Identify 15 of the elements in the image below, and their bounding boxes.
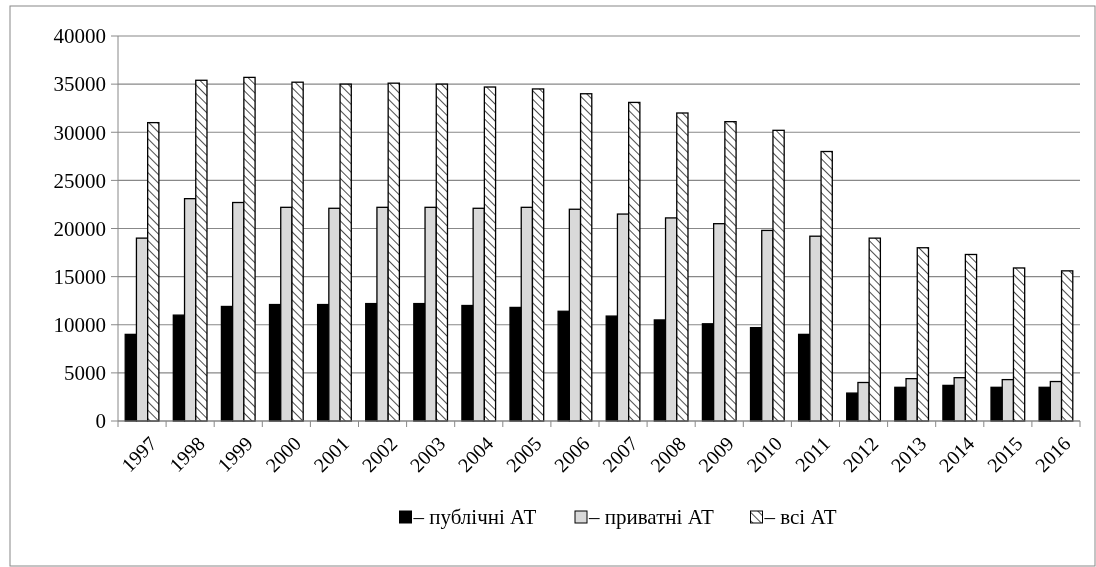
y-tick-label: 20000 [53, 216, 106, 241]
y-tick-label: 10000 [53, 313, 106, 338]
x-tick-label: 2011 [790, 432, 835, 476]
legend-label: – публічні АТ [412, 505, 537, 530]
legend-label: – всі АТ [763, 505, 837, 530]
x-tick-label: 1999 [213, 432, 257, 477]
y-tick-label: 0 [95, 409, 106, 434]
y-tick-label: 15000 [53, 264, 106, 289]
y-tick-label: 30000 [53, 120, 106, 145]
legend-label: – приватні АТ [588, 505, 714, 530]
y-tick-label: 5000 [64, 361, 106, 386]
y-tick-label: 40000 [53, 24, 106, 49]
y-tick-label: 35000 [53, 72, 106, 97]
x-tick-label: 1998 [165, 432, 209, 477]
y-tick-label: 25000 [53, 168, 106, 193]
